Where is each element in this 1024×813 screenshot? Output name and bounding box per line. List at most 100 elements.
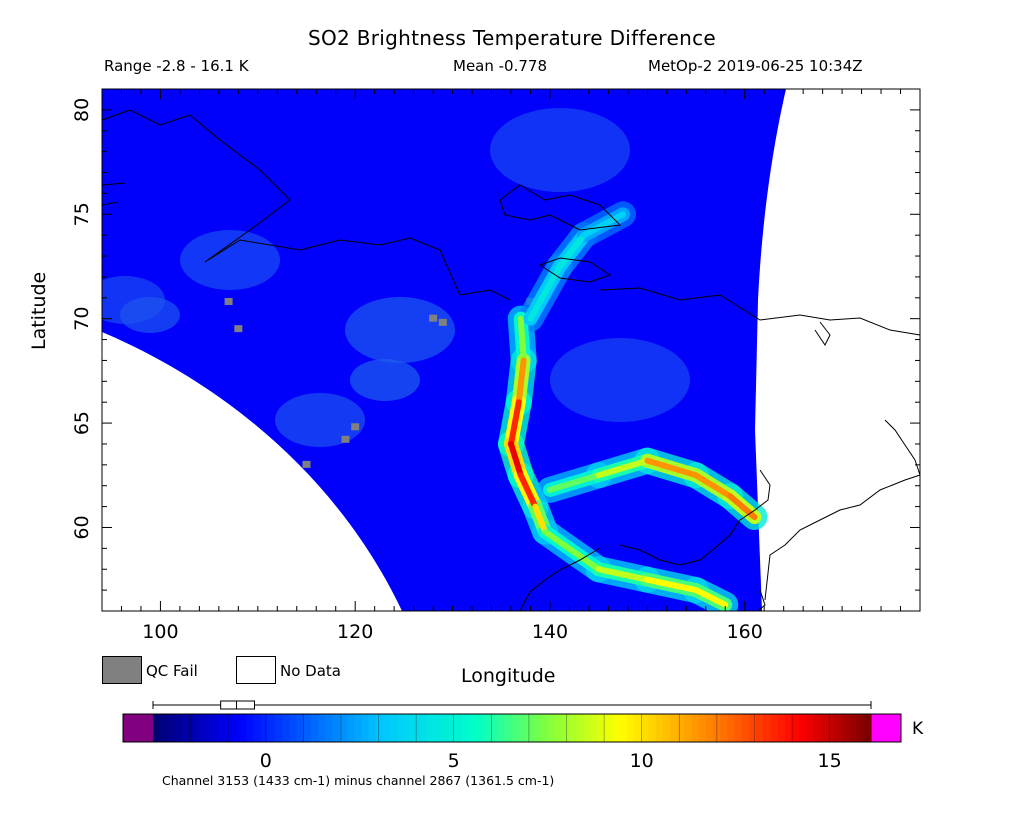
colorbar-cell: [626, 714, 635, 742]
coastline: [599, 287, 921, 336]
colorbar-cell: [835, 714, 843, 742]
colorbar-cell: [698, 714, 707, 742]
coastline: [519, 547, 601, 612]
colorbar-cell: [174, 714, 183, 742]
colorbar-cell: [490, 714, 499, 742]
channel-note: Channel 3153 (1433 cm-1) minus channel 2…: [162, 773, 555, 788]
colorbar-cell: [289, 714, 298, 742]
colorbar-cell: [799, 714, 807, 742]
colorbar-cell: [820, 714, 829, 742]
colorbar-cell: [669, 714, 678, 742]
y-tick-label: 65: [71, 411, 93, 435]
colorbar-tick-label: 10: [630, 750, 654, 772]
qc-fail-pixel: [341, 435, 350, 443]
colorbar-cell: [691, 714, 700, 742]
x-tick-label: 160: [727, 621, 763, 643]
colorbar-cell: [282, 714, 291, 742]
colorbar-cell: [461, 714, 470, 742]
colorbar-cell: [504, 714, 513, 742]
colorbar-cell: [454, 714, 463, 742]
y-axis-label: Latitude: [28, 271, 50, 350]
colorbar-cell: [770, 714, 779, 742]
plume-segment: [693, 472, 734, 500]
colorbar-cell: [411, 714, 420, 742]
plume-segment: [556, 232, 588, 270]
colorbar-cell: [160, 714, 168, 742]
colorbar-cell: [655, 714, 664, 742]
colorbar-cell: [641, 714, 650, 742]
x-tick-label: 100: [142, 621, 178, 643]
colorbar-cell: [741, 714, 750, 742]
colorbar-cell: [418, 714, 427, 742]
plume-segment: [581, 211, 626, 239]
colorbar-cell: [605, 714, 614, 742]
no-data-label: No Data: [280, 662, 341, 680]
colorbar-cell: [684, 714, 693, 742]
colorbar-cell: [598, 714, 606, 742]
colorbar-cell: [267, 714, 276, 742]
plume-segment: [595, 457, 651, 479]
y-tick-label: 60: [71, 515, 93, 539]
colorbar-cell: [231, 714, 240, 742]
colorbar-tick-label: 5: [448, 750, 460, 772]
coastline: [764, 419, 921, 601]
colorbar-cell: [389, 714, 398, 742]
qc-fail-label: QC Fail: [146, 662, 198, 680]
colorbar-over: [871, 714, 901, 742]
colorbar-cell: [748, 714, 757, 742]
qc-fail-pixel: [438, 318, 447, 326]
qc-fail-pixel: [429, 314, 438, 322]
colorbar-cell: [777, 714, 786, 742]
colorbar-cell: [583, 714, 592, 742]
colorbar-cell: [332, 714, 341, 742]
x-tick-label: 140: [532, 621, 568, 643]
colorbar-cell: [569, 714, 578, 742]
colorbar-cell: [677, 714, 685, 742]
colorbar-cell: [483, 714, 492, 742]
colorbar-cell: [246, 714, 255, 742]
chart-title: SO2 Brightness Temperature Difference: [308, 26, 716, 50]
swath-noise-patch: [490, 108, 630, 192]
plume-segment: [508, 399, 522, 447]
qc-fail-pixel: [234, 325, 243, 333]
colorbar-cell: [447, 714, 456, 742]
colorbar-cell: [540, 714, 549, 742]
qc-fail-pixel: [351, 423, 360, 431]
colorbar-cell: [784, 714, 793, 742]
satellite-time-text: MetOp-2 2019-06-25 10:34Z: [648, 57, 863, 75]
range-text: Range -2.8 - 16.1 K: [104, 57, 249, 75]
colorbar-cell: [476, 714, 484, 742]
coastline: [101, 182, 126, 186]
colorbar-cell: [382, 714, 391, 742]
qc-fail-pixel: [302, 460, 311, 468]
colorbar-cell: [856, 714, 865, 742]
coastline: [619, 469, 771, 566]
y-tick-label: 75: [71, 202, 93, 226]
coastline: [757, 589, 766, 612]
x-axis-label: Longitude: [461, 665, 556, 687]
colorbar-cell: [720, 714, 728, 742]
colorbar-cell: [346, 714, 355, 742]
colorbar-cell: [555, 714, 563, 742]
colorbar-cell: [318, 714, 326, 742]
colorbar-cell: [275, 714, 283, 742]
colorbar-cell: [397, 714, 405, 742]
plume-segment: [517, 315, 527, 364]
colorbar-cell: [827, 714, 836, 742]
colorbar-cell: [425, 714, 434, 742]
colorbar-cell: [468, 714, 477, 742]
colorbar-cell: [153, 714, 161, 742]
colorbar-cell: [224, 714, 233, 742]
colorbar-cell: [368, 714, 377, 742]
plume-segment: [693, 587, 729, 608]
swath-noise-patch: [350, 359, 420, 401]
colorbar-cell: [612, 714, 621, 742]
colorbar-cell: [167, 714, 176, 742]
colorbar-cell: [512, 714, 520, 742]
colorbar-cell: [404, 714, 413, 742]
colorbar-cell: [188, 714, 197, 742]
colorbar-cell: [260, 714, 269, 742]
colorbar-cell: [863, 714, 872, 742]
colorbar-cell: [806, 714, 815, 742]
